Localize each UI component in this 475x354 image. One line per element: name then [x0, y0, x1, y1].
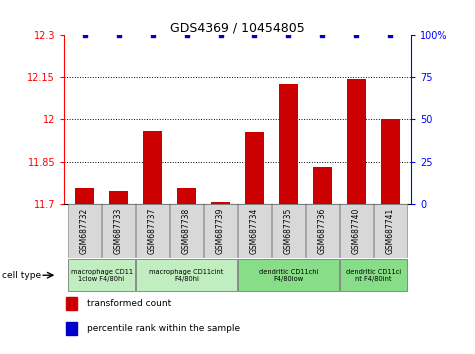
- FancyBboxPatch shape: [102, 204, 135, 258]
- Text: dendritic CD11ci
nt F4/80int: dendritic CD11ci nt F4/80int: [346, 269, 401, 282]
- FancyBboxPatch shape: [136, 259, 237, 291]
- Text: GSM687739: GSM687739: [216, 208, 225, 254]
- Bar: [381, 120, 400, 204]
- Bar: [245, 132, 264, 204]
- Bar: [347, 79, 366, 204]
- FancyBboxPatch shape: [340, 259, 407, 291]
- FancyBboxPatch shape: [238, 204, 271, 258]
- Title: GDS4369 / 10454805: GDS4369 / 10454805: [170, 21, 305, 34]
- FancyBboxPatch shape: [238, 259, 339, 291]
- Point: [217, 33, 224, 38]
- Text: GSM687732: GSM687732: [80, 208, 89, 254]
- Text: cell type: cell type: [2, 271, 41, 280]
- Point: [183, 33, 190, 38]
- FancyBboxPatch shape: [306, 204, 339, 258]
- Point: [387, 33, 394, 38]
- FancyBboxPatch shape: [272, 204, 305, 258]
- Bar: [66, 322, 77, 335]
- Text: dendritic CD11chi
F4/80low: dendritic CD11chi F4/80low: [259, 269, 318, 282]
- Text: macrophage CD11
1clow F4/80hi: macrophage CD11 1clow F4/80hi: [70, 269, 133, 282]
- Point: [251, 33, 258, 38]
- Point: [81, 33, 88, 38]
- Text: GSM687736: GSM687736: [318, 208, 327, 254]
- FancyBboxPatch shape: [374, 204, 407, 258]
- Text: GSM687733: GSM687733: [114, 208, 123, 254]
- FancyBboxPatch shape: [170, 204, 203, 258]
- FancyBboxPatch shape: [68, 204, 101, 258]
- Bar: [279, 85, 298, 204]
- Text: GSM687734: GSM687734: [250, 208, 259, 254]
- Bar: [109, 191, 128, 204]
- Point: [149, 33, 156, 38]
- Bar: [143, 131, 162, 204]
- Point: [352, 33, 360, 38]
- Bar: [313, 167, 332, 204]
- FancyBboxPatch shape: [68, 259, 135, 291]
- Text: GSM687735: GSM687735: [284, 208, 293, 254]
- Text: percentile rank within the sample: percentile rank within the sample: [86, 324, 240, 333]
- Bar: [211, 202, 230, 204]
- Point: [115, 33, 123, 38]
- Point: [285, 33, 292, 38]
- FancyBboxPatch shape: [136, 204, 169, 258]
- FancyBboxPatch shape: [204, 204, 237, 258]
- Text: GSM687737: GSM687737: [148, 208, 157, 254]
- Text: GSM687740: GSM687740: [352, 208, 361, 254]
- Text: GSM687741: GSM687741: [386, 208, 395, 254]
- Bar: [75, 188, 94, 204]
- FancyBboxPatch shape: [340, 204, 373, 258]
- Bar: [66, 297, 77, 310]
- Bar: [177, 188, 196, 204]
- Text: macrophage CD11cint
F4/80hi: macrophage CD11cint F4/80hi: [149, 269, 224, 282]
- Point: [319, 33, 326, 38]
- Text: transformed count: transformed count: [86, 299, 171, 308]
- Text: GSM687738: GSM687738: [182, 208, 191, 254]
